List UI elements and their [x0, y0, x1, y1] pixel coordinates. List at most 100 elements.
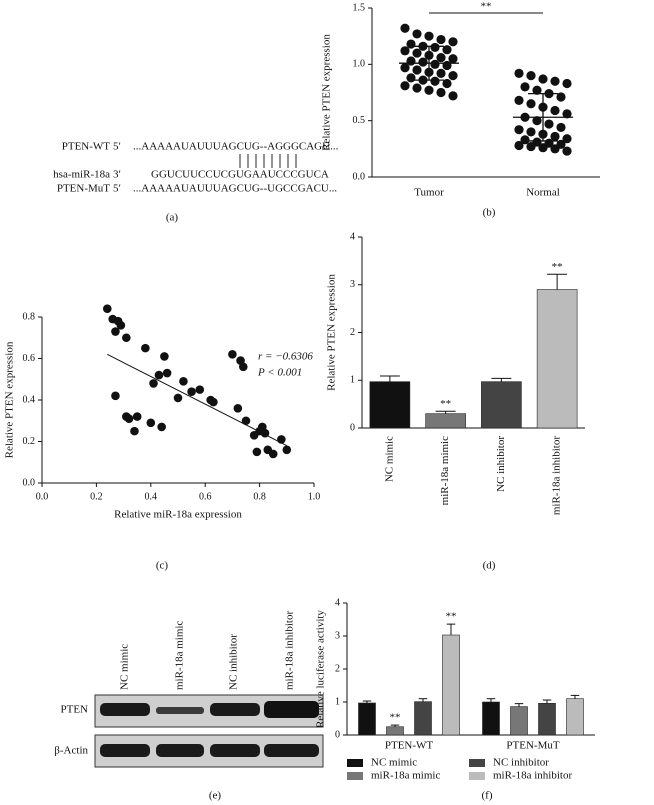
point — [400, 81, 410, 91]
y-tick-label: 0 — [335, 729, 340, 740]
point — [520, 135, 530, 145]
point — [514, 140, 524, 151]
point — [544, 119, 554, 129]
y-tick-label: 4 — [350, 231, 355, 242]
point — [436, 87, 446, 98]
significance: ** — [552, 261, 563, 273]
sequence: ...AAAAAUAUUUAGCUG--AGGGCAGU... — [133, 141, 339, 153]
point — [162, 368, 172, 378]
point — [268, 449, 278, 459]
bar — [482, 701, 500, 736]
point — [526, 99, 536, 109]
point — [550, 105, 560, 116]
point — [442, 78, 452, 89]
annotation: r = −0.6306 — [258, 351, 313, 363]
seq-strand: 5′ — [113, 141, 121, 153]
point — [448, 54, 458, 64]
blot-row-label: β-Actin — [54, 745, 88, 757]
y-tick-label: 0.4 — [23, 394, 36, 405]
seq-name: hsa-miR-18a — [53, 169, 110, 181]
x-tick-label: PTEN-WT — [385, 740, 434, 752]
bar — [358, 702, 376, 736]
point — [448, 37, 458, 47]
y-tick-label: 2 — [350, 327, 355, 338]
x-axis-label: Relative miR-18a expression — [114, 509, 242, 521]
point — [442, 60, 452, 71]
point — [146, 418, 156, 428]
bar — [536, 289, 578, 429]
lane-label: miR-18a inhibitor — [284, 611, 296, 690]
sequence: GGUCUUCCUCGUGAAUCCCGUCA — [151, 169, 329, 181]
y-tick-label: 0.2 — [23, 436, 36, 447]
y-tick-label: 0 — [350, 422, 355, 433]
y-tick-label: 2 — [335, 663, 340, 674]
fit-line — [107, 353, 288, 447]
bar — [425, 413, 466, 429]
point — [430, 59, 440, 69]
blot-row-label: PTEN — [61, 704, 89, 716]
point — [282, 445, 292, 455]
panel-label: (f) — [482, 790, 493, 802]
sequence: ...AAAAAUAUUUAGCUG--UGCCGACU... — [133, 183, 337, 195]
bar — [442, 634, 460, 736]
x-tick-label: NC mimic — [383, 436, 395, 482]
x-tick-label: NC inhibitor — [495, 436, 507, 492]
significance: ** — [440, 398, 451, 410]
point — [228, 350, 237, 359]
panel-label: (e) — [209, 790, 222, 802]
point — [116, 321, 126, 330]
point — [412, 65, 422, 75]
y-tick-label: 0.5 — [353, 115, 366, 126]
panel-label: (d) — [483, 560, 496, 572]
x-tick-label: 0.6 — [199, 491, 212, 502]
point — [130, 426, 139, 436]
legend-label: NC mimic — [371, 757, 417, 769]
significance: ** — [481, 1, 492, 13]
point — [179, 377, 188, 386]
legend-swatch — [469, 759, 485, 767]
x-tick-label: 1.0 — [308, 491, 321, 502]
point — [562, 78, 572, 89]
point — [526, 71, 536, 81]
point — [400, 46, 410, 56]
point — [412, 83, 422, 93]
point — [424, 31, 434, 41]
x-tick-label: 0.8 — [253, 491, 266, 502]
legend-label: miR-18a inhibitor — [493, 770, 572, 782]
point — [149, 379, 158, 388]
x-tick-label: 0.2 — [90, 491, 103, 502]
y-tick-label: 0.0 — [23, 477, 36, 488]
y-tick-label: 1.0 — [353, 59, 366, 70]
seq-strand: 3′ — [113, 169, 121, 181]
point — [187, 387, 196, 397]
seq-name: PTEN-MuT — [57, 183, 110, 195]
point — [252, 447, 262, 457]
panel-label: (b) — [483, 207, 496, 219]
bar — [538, 703, 556, 736]
point — [400, 63, 410, 73]
point — [532, 116, 542, 126]
point — [556, 122, 566, 133]
point — [538, 74, 548, 84]
point — [562, 146, 572, 156]
y-tick-label: 1 — [350, 375, 355, 386]
point — [514, 125, 524, 135]
y-tick-label: 0.8 — [23, 311, 36, 322]
point — [238, 362, 248, 372]
legend-label: miR-18a mimic — [371, 770, 440, 782]
point — [406, 39, 416, 49]
x-tick-label: 0.0 — [36, 491, 49, 502]
point — [448, 91, 458, 101]
y-axis-label: Relative PTEN expression — [321, 34, 333, 151]
panel-label: (a) — [166, 212, 179, 224]
legend-swatch — [469, 772, 485, 780]
legend-swatch — [347, 772, 363, 780]
point — [556, 92, 566, 102]
point — [424, 85, 434, 95]
point — [102, 304, 112, 314]
point — [160, 352, 169, 361]
x-tick-label: miR-18a mimic — [439, 436, 451, 505]
point — [132, 412, 142, 421]
bar — [414, 701, 432, 736]
